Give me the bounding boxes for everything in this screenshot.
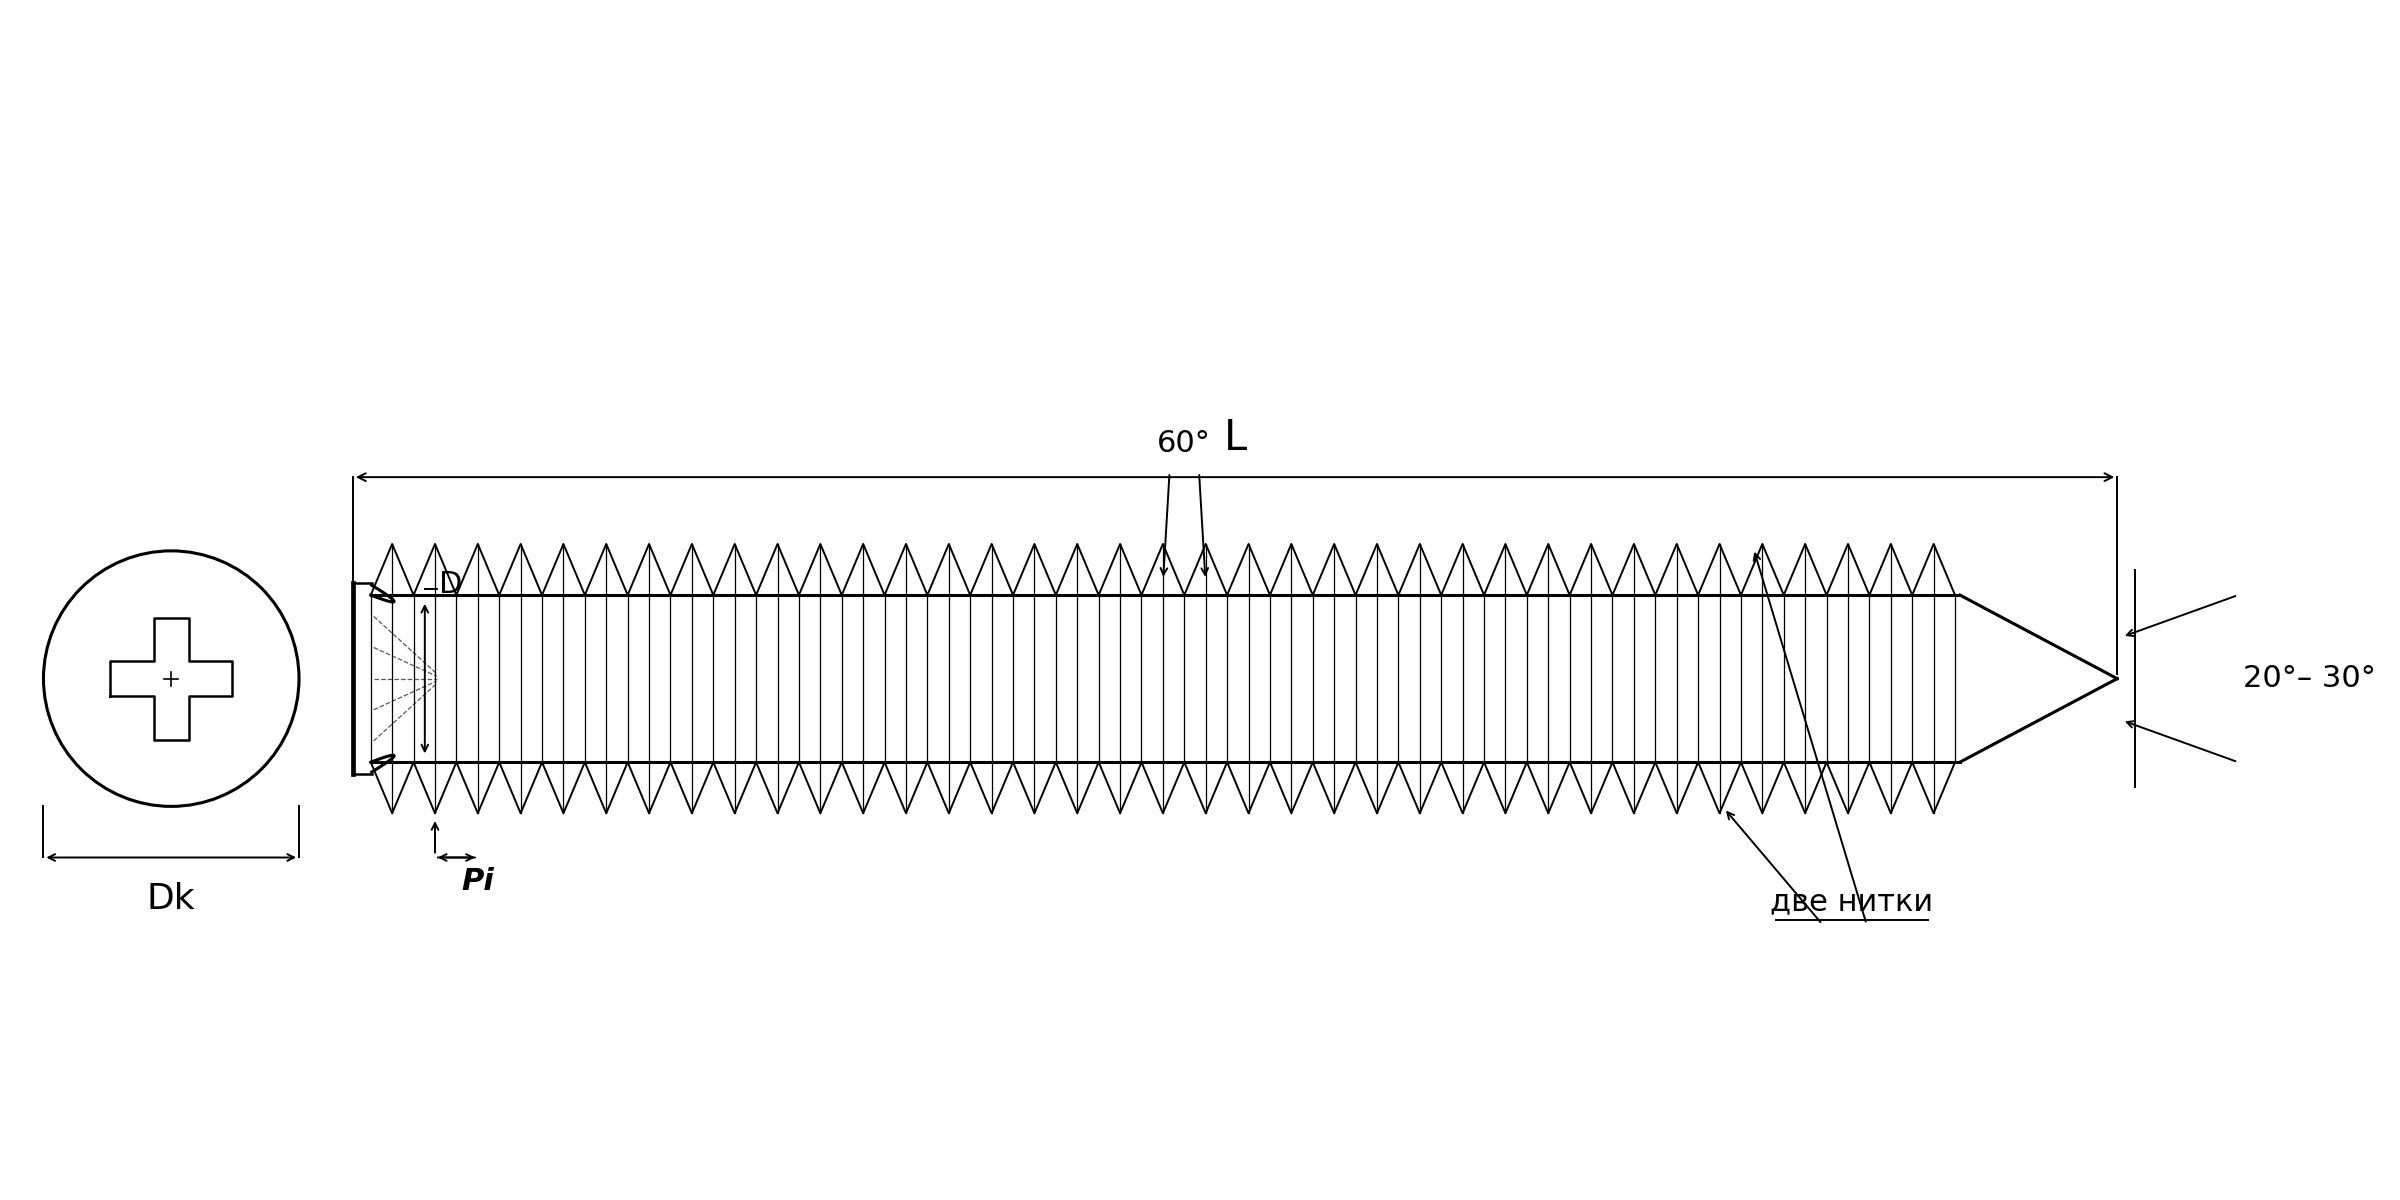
Text: 20°– 30°: 20°– 30° (2244, 664, 2376, 694)
Text: Pi: Pi (461, 868, 494, 896)
Text: две нитки: две нитки (1771, 888, 1934, 917)
Text: 60°: 60° (1157, 430, 1212, 458)
Text: D: D (439, 570, 461, 599)
Text: L: L (1224, 418, 1246, 460)
Text: Dk: Dk (146, 882, 194, 916)
